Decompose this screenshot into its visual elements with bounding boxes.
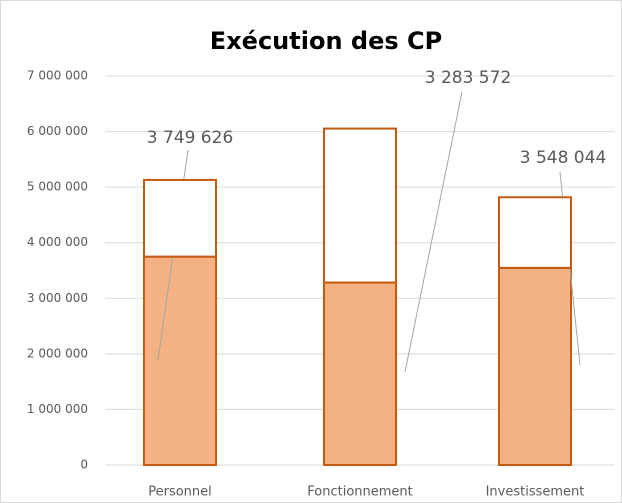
x-tick-label: Fonctionnement — [307, 485, 413, 500]
x-tick-label: Personnel — [148, 485, 212, 500]
bar-segment — [143, 178, 217, 258]
y-tick-label: 0 — [80, 458, 88, 472]
bar-segment — [498, 266, 572, 467]
x-tick-label: Investissement — [486, 485, 585, 500]
bar-segment — [143, 255, 217, 466]
bar-segment — [498, 196, 572, 269]
data-label: 3 749 626 — [147, 128, 234, 148]
chart-title: Exécution des CP — [210, 27, 442, 55]
data-label: 3 283 572 — [425, 68, 512, 88]
data-label: 3 548 044 — [520, 148, 607, 168]
bar-segment — [323, 127, 397, 284]
y-tick-label: 5 000 000 — [27, 180, 88, 194]
y-tick-label: 2 000 000 — [27, 346, 88, 360]
y-tick-label: 1 000 000 — [27, 402, 88, 416]
leader-line — [404, 91, 463, 373]
y-tick-label: 7 000 000 — [27, 69, 88, 83]
y-tick-label: 4 000 000 — [27, 235, 88, 249]
y-tick-label: 6 000 000 — [27, 124, 88, 138]
bar-segment — [323, 281, 397, 467]
y-tick-label: 3 000 000 — [27, 291, 88, 305]
